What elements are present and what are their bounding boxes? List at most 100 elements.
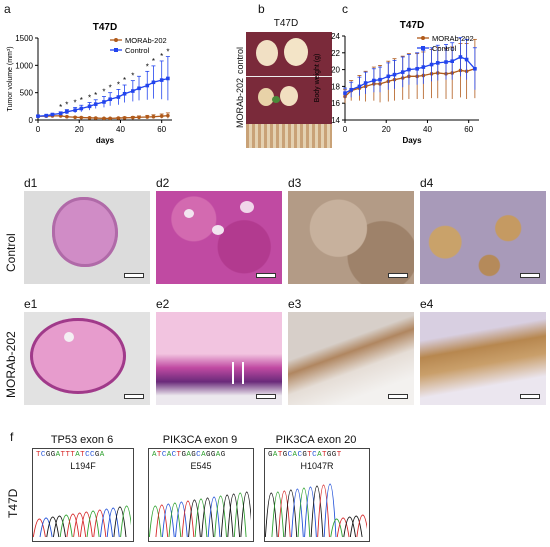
data-point <box>372 78 376 83</box>
trace-peak <box>343 516 356 538</box>
data-point <box>102 116 106 121</box>
trace-peak <box>291 488 304 538</box>
x-axis-label: Days <box>402 136 422 145</box>
panel-label-e3: e3 <box>288 297 302 311</box>
trace-peak <box>207 496 221 538</box>
trace-peak <box>201 497 214 538</box>
data-point <box>50 112 55 117</box>
y-tick-label: 1500 <box>15 34 33 43</box>
sequencing-gene-title: PIK3CA exon 20 <box>275 434 357 446</box>
trace-peak <box>233 492 247 538</box>
significance-star: * <box>123 76 126 85</box>
x-tick-label: 40 <box>423 125 432 134</box>
data-point <box>73 108 77 112</box>
data-point <box>73 115 77 120</box>
data-point <box>65 110 69 114</box>
trace-plot <box>149 491 251 538</box>
significance-star: * <box>88 94 91 103</box>
sequence-text: TCGGATTTATCCGA <box>36 451 105 459</box>
sequence-text: ATCACTGAGCAGGAG <box>152 451 226 459</box>
trace-peak <box>265 492 278 538</box>
trace-peak <box>100 508 113 538</box>
treated-tumors <box>246 78 332 122</box>
trace-peak <box>175 501 188 538</box>
data-point <box>79 115 84 120</box>
data-point <box>93 102 98 106</box>
data-point <box>429 62 434 67</box>
histology-d2 <box>156 191 282 284</box>
data-point <box>166 76 170 81</box>
y-tick-label: 500 <box>20 89 34 98</box>
y-axis-label: Tumor volume (mm³) <box>7 46 14 111</box>
legend-label: Control <box>432 44 457 53</box>
legend-marker <box>114 48 118 52</box>
photo-title: T47D <box>273 18 299 29</box>
data-point <box>102 100 106 104</box>
trace-peak <box>168 502 182 538</box>
sequence-text: GATGCACGTCATGGT <box>268 451 342 459</box>
control-tumors <box>246 32 332 76</box>
trace-peak <box>79 511 93 538</box>
data-point <box>392 72 397 77</box>
row-label-t47d: T47D <box>6 488 20 518</box>
trace-peak <box>323 483 337 538</box>
significance-star: * <box>74 98 77 107</box>
x-axis-label: days <box>96 136 115 145</box>
histology-d4 <box>420 191 546 284</box>
data-point <box>386 74 391 79</box>
panel-label-d4: d4 <box>420 176 434 190</box>
data-point <box>137 115 141 120</box>
trace-peak <box>86 510 100 538</box>
significance-star: * <box>59 103 62 112</box>
chart-title: T47D <box>400 20 424 31</box>
trace-peak <box>39 517 53 538</box>
data-point <box>122 91 127 96</box>
panel-label-d2: d2 <box>156 176 170 190</box>
trace-peak <box>188 499 201 538</box>
trace-peak <box>59 514 73 538</box>
data-point <box>116 95 121 99</box>
histology-e4 <box>420 312 546 405</box>
data-point <box>400 70 405 74</box>
y-tick-label: 18 <box>331 82 340 91</box>
trace-peak <box>356 514 367 538</box>
sequencing-gene-title: PIK3CA exon 9 <box>162 434 238 446</box>
row-label-control: Control <box>4 233 18 272</box>
trace-peak <box>46 516 60 538</box>
chromatogram: TCGGATTTATCCGA L194F <box>32 448 134 542</box>
trace-peak <box>214 495 227 538</box>
trace-peak <box>278 490 291 538</box>
data-point <box>58 111 63 116</box>
data-point <box>450 59 454 63</box>
histology-d3 <box>288 191 414 284</box>
data-point <box>464 57 469 62</box>
data-point <box>343 91 347 95</box>
significance-star: * <box>146 62 149 71</box>
panel-label-c: c <box>342 2 348 16</box>
trace-peak <box>149 505 162 538</box>
trace-peak <box>310 485 324 538</box>
data-point <box>36 114 40 118</box>
data-point <box>145 83 150 88</box>
trace-peak <box>284 489 298 538</box>
trace-peak <box>53 515 66 538</box>
data-point <box>357 84 362 89</box>
panel-label-b: b <box>258 2 265 16</box>
data-point <box>87 104 92 109</box>
data-point <box>79 106 84 111</box>
trace-peak <box>155 504 169 538</box>
legend-label: Control <box>125 46 150 55</box>
data-point <box>407 67 411 72</box>
legend-marker <box>421 36 425 40</box>
data-point <box>444 60 448 64</box>
data-point <box>108 97 112 102</box>
significance-star: * <box>152 57 155 66</box>
photo-label-control: control <box>235 46 245 74</box>
y-tick-label: 24 <box>331 32 340 41</box>
significance-star: * <box>102 87 105 96</box>
data-point <box>378 77 382 82</box>
trace-peak <box>113 506 127 538</box>
data-point <box>131 115 135 120</box>
trace-plot <box>265 483 367 538</box>
legend-label: MORAb-202 <box>432 34 474 43</box>
